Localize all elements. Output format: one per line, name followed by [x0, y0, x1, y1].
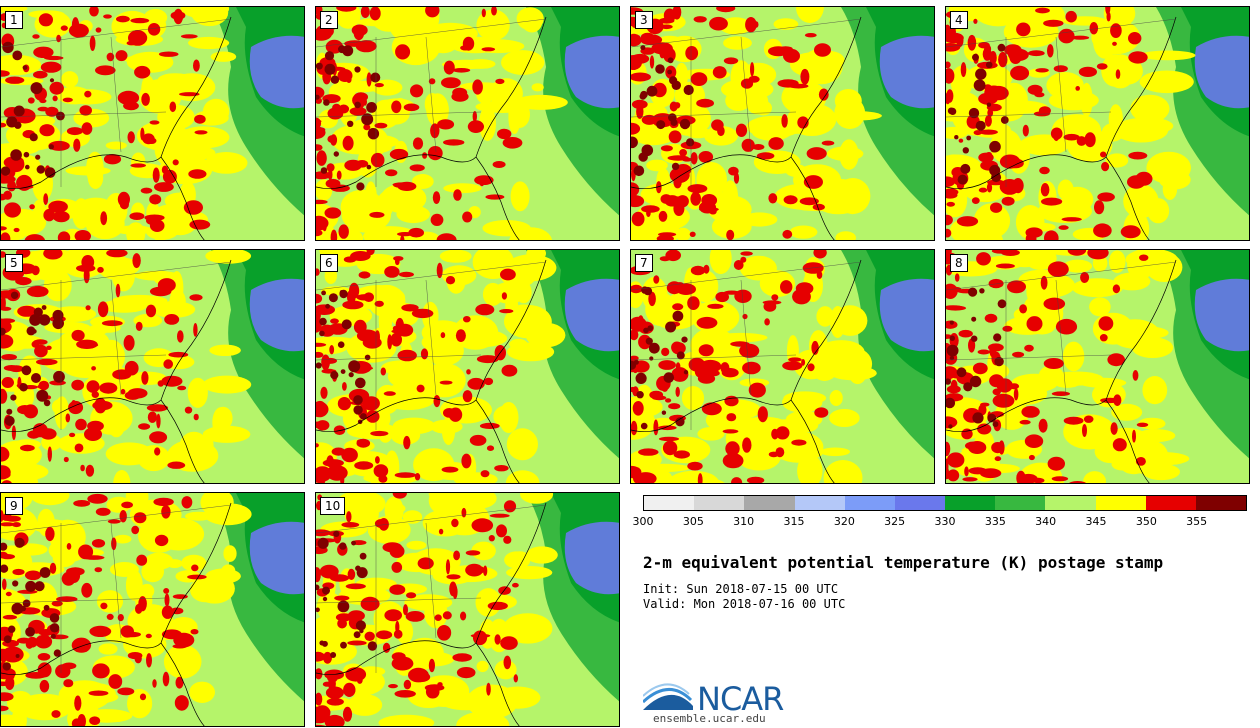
map-panel: 5	[0, 249, 305, 484]
colorbar-swatch	[694, 496, 745, 510]
colorbar-swatch	[894, 496, 946, 510]
ncar-logo-icon	[643, 683, 693, 710]
map-panel: 10	[315, 492, 620, 727]
panel-number: 4	[950, 11, 968, 29]
logo-text: NCAR	[697, 680, 784, 718]
map-title: 2-m equivalent potential temperature (K)…	[643, 553, 1164, 572]
colorbar-swatch	[644, 496, 695, 510]
colorbar-tick-label: 310	[733, 515, 755, 528]
panel-number: 1	[5, 11, 23, 29]
colorbar-tick-label: 300	[632, 515, 654, 528]
map-panel: 4	[945, 6, 1250, 241]
panel-number: 7	[635, 254, 653, 272]
panel-number: 9	[5, 497, 23, 515]
map-panel: 2	[315, 6, 620, 241]
colorbar-tick-label: 330	[934, 515, 956, 528]
colorbar-swatch	[744, 496, 795, 510]
colorbar-tick-label: 320	[833, 515, 855, 528]
colorbar-swatch	[1045, 496, 1096, 510]
panel-number: 10	[320, 497, 346, 515]
map-panel: 1	[0, 6, 305, 241]
colorbar-tick-label: 340	[1035, 515, 1057, 528]
panel-number: 5	[5, 254, 23, 272]
panel-number: 3	[635, 11, 653, 29]
colorbar-tick-label: 345	[1085, 515, 1107, 528]
map-panel: 8	[945, 249, 1250, 484]
panel-number: 6	[320, 254, 338, 272]
colorbar-tick-label: 305	[682, 515, 704, 528]
colorbar-tick-label: 350	[1135, 515, 1157, 528]
colorbar-swatch	[1145, 496, 1196, 510]
map-panel: 7	[630, 249, 935, 484]
panel-number: 2	[320, 11, 338, 29]
map-panel: 3	[630, 6, 935, 241]
colorbar-swatch	[794, 496, 845, 510]
colorbar-tick-label: 315	[783, 515, 805, 528]
colorbar-swatch	[945, 496, 996, 510]
colorbar-swatch	[844, 496, 895, 510]
colorbar-swatch	[995, 496, 1046, 510]
map-panel: 6	[315, 249, 620, 484]
init-time: Init: Sun 2018-07-15 00 UTC	[643, 582, 839, 596]
colorbar-swatch	[1195, 496, 1247, 510]
valid-time: Valid: Mon 2018-07-16 00 UTC	[643, 597, 846, 611]
colorbar-tick-label: 355	[1186, 515, 1208, 528]
colorbar-tick-label: 325	[884, 515, 906, 528]
colorbar	[643, 495, 1247, 511]
panel-number: 8	[950, 254, 968, 272]
map-panel: 9	[0, 492, 305, 727]
colorbar-swatch	[1095, 496, 1146, 510]
logo-url: ensemble.ucar.edu	[653, 712, 766, 725]
colorbar-tick-label: 335	[984, 515, 1006, 528]
